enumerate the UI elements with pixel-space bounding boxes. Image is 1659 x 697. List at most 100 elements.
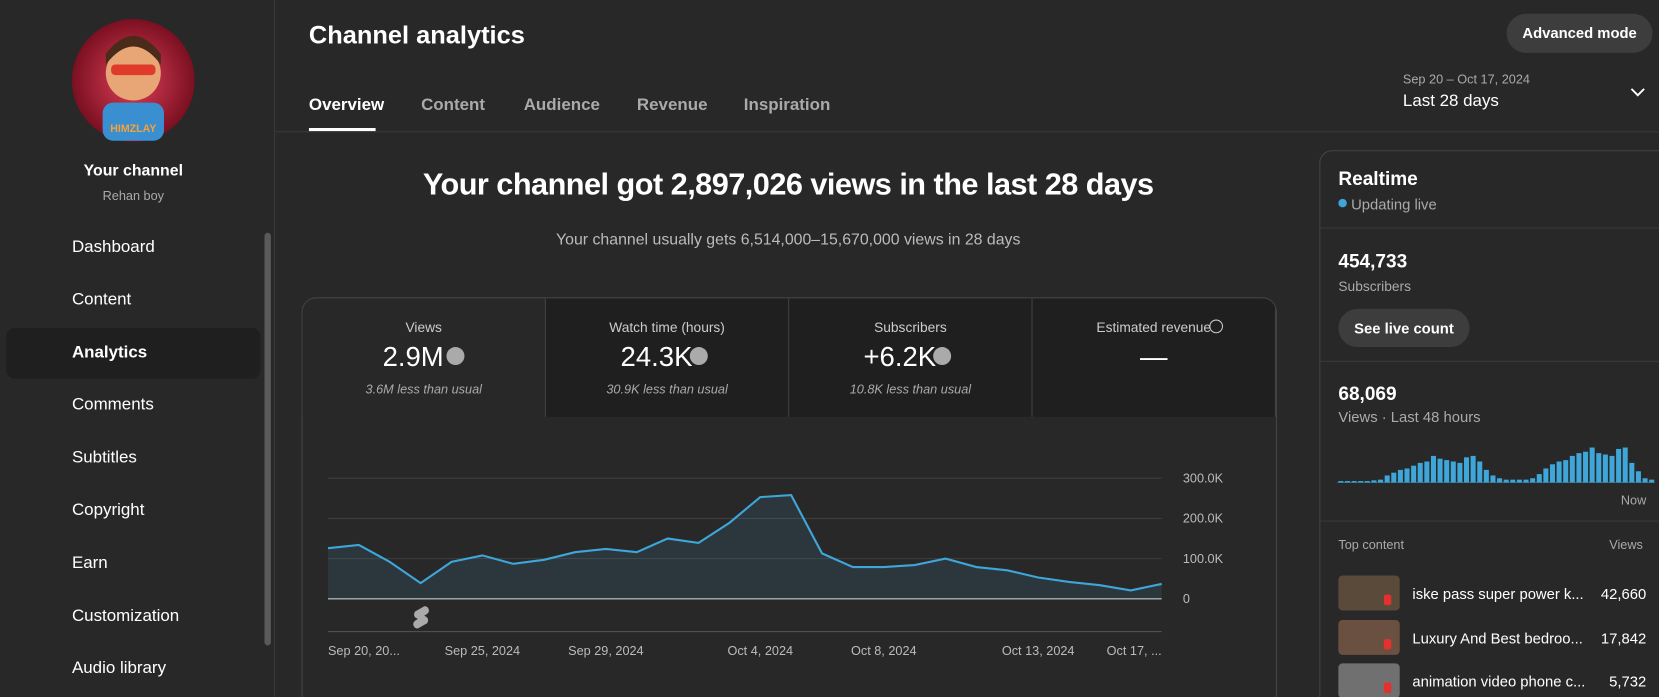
down-icon — [689, 347, 708, 366]
bar — [1477, 461, 1483, 483]
bar — [1430, 455, 1436, 483]
metric-label: Views — [405, 319, 442, 336]
bar — [1457, 462, 1463, 483]
divider — [275, 131, 1659, 133]
nav-item[interactable]: Copyright — [71, 501, 145, 520]
bar — [1576, 453, 1582, 483]
nav-item[interactable]: Audio library — [71, 659, 167, 678]
live-count-button[interactable]: See live count — [1338, 308, 1470, 348]
bar — [1530, 478, 1536, 483]
channel-name: Rehan boy — [102, 188, 165, 204]
advanced-button[interactable]: Advanced mode — [1506, 13, 1653, 53]
top-content-header: Top content — [1338, 537, 1405, 553]
down-icon — [933, 347, 952, 366]
bar — [1543, 468, 1549, 483]
y-tick-label: 300.0K — [1183, 471, 1224, 485]
bar — [1483, 469, 1489, 483]
metric-card[interactable]: Views 2.9M 3.6M less than usual — [302, 298, 546, 417]
bar — [1470, 455, 1476, 483]
bar — [1583, 451, 1589, 483]
x-tick-label: Sep 20, 20... — [328, 644, 400, 658]
nav-item[interactable]: Analytics — [71, 343, 148, 362]
video-title[interactable]: Luxury And Best bedroo... — [1412, 628, 1583, 646]
realtime-chart: Now — [1337, 447, 1655, 508]
bar — [1444, 460, 1450, 483]
metric-value: — — [1139, 340, 1168, 373]
bar — [1378, 479, 1384, 483]
video-views: 42,660 — [1600, 585, 1647, 603]
metric-card[interactable]: Subscribers +6.2K 10.8K less than usual — [789, 298, 1033, 417]
metric-note: 30.9K less than usual — [606, 381, 728, 397]
tab[interactable]: Content — [421, 96, 486, 115]
bar — [1635, 471, 1641, 483]
active-row — [6, 327, 261, 379]
thumbnail[interactable] — [1338, 619, 1400, 655]
bar — [1549, 464, 1555, 483]
bar — [1516, 479, 1522, 483]
shorts-icon — [413, 606, 429, 629]
shorts-badge — [1383, 594, 1392, 606]
bar — [1411, 465, 1417, 483]
y-tick-label: 100.0K — [1183, 552, 1224, 566]
thumbnail[interactable] — [1338, 575, 1400, 611]
bar — [1344, 481, 1351, 483]
period[interactable]: Last 28 days — [1402, 92, 1499, 111]
metric-label: Watch time (hours) — [609, 319, 725, 336]
divider — [1320, 520, 1659, 522]
bar — [1569, 455, 1575, 483]
bar — [1602, 454, 1608, 483]
bar — [1497, 478, 1503, 483]
bar — [1391, 472, 1397, 483]
divider — [1320, 227, 1659, 229]
nav-item[interactable]: Earn — [71, 554, 108, 573]
x-tick-label: Oct 13, 2024 — [1002, 644, 1075, 658]
nav-item[interactable]: Content — [71, 290, 132, 309]
video-title[interactable]: iske pass super power k... — [1412, 585, 1584, 603]
bar — [1424, 461, 1430, 483]
metric-value: 24.3K — [620, 340, 693, 373]
x-tick-label: Oct 8, 2024 — [851, 644, 917, 658]
metric-label: Estimated revenue — [1096, 319, 1212, 336]
subscriber-label: Subscribers — [1338, 278, 1411, 295]
bar — [1649, 479, 1655, 483]
bar — [1616, 448, 1622, 483]
x-label: Now — [1621, 494, 1647, 508]
x-tick-label: Oct 4, 2024 — [727, 644, 793, 658]
nav-item[interactable]: Comments — [71, 396, 154, 415]
down-icon — [446, 347, 465, 366]
tab[interactable]: Inspiration — [743, 96, 831, 115]
live-dot — [1338, 198, 1347, 208]
info-icon — [1209, 319, 1224, 334]
realtime-panel — [1319, 150, 1659, 697]
video-views: 17,842 — [1600, 628, 1647, 646]
realtime-title: Realtime — [1338, 168, 1418, 190]
bar — [1338, 481, 1344, 483]
bar — [1358, 481, 1364, 483]
tab[interactable]: Overview — [308, 96, 385, 115]
metric-card[interactable]: Estimated revenue — — [1032, 298, 1276, 417]
tab[interactable]: Audience — [523, 96, 600, 115]
nav-item[interactable]: Dashboard — [71, 238, 155, 257]
channel-title: Your channel — [83, 161, 183, 180]
nav-item[interactable]: Subtitles — [71, 448, 137, 467]
y-tick-label: 0 — [1183, 592, 1190, 606]
subscriber-count: 454,733 — [1338, 250, 1408, 272]
metric-value: +6.2K — [863, 340, 937, 373]
top-views-header: Views — [1609, 537, 1643, 553]
headline: Your channel got 2,897,026 views in the … — [422, 168, 1154, 203]
metric-card[interactable]: Watch time (hours) 24.3K 30.9K less than u… — [545, 298, 790, 417]
dropdown-icon[interactable] — [1629, 87, 1646, 98]
avatar: HIMZLAY — [71, 19, 195, 142]
bar — [1437, 458, 1443, 483]
bar — [1464, 457, 1470, 483]
video-title[interactable]: animation video phone c... — [1412, 672, 1586, 690]
bar — [1642, 478, 1648, 483]
bar — [1510, 479, 1516, 483]
svg-text:HIMZLAY: HIMZLAY — [110, 123, 156, 135]
chart-card: Views 2.9M 3.6M less than usual Watch time … — [301, 297, 1278, 697]
line — [327, 494, 1162, 592]
tab[interactable]: Revenue — [636, 96, 708, 115]
nav-item[interactable]: Customization — [71, 606, 180, 625]
